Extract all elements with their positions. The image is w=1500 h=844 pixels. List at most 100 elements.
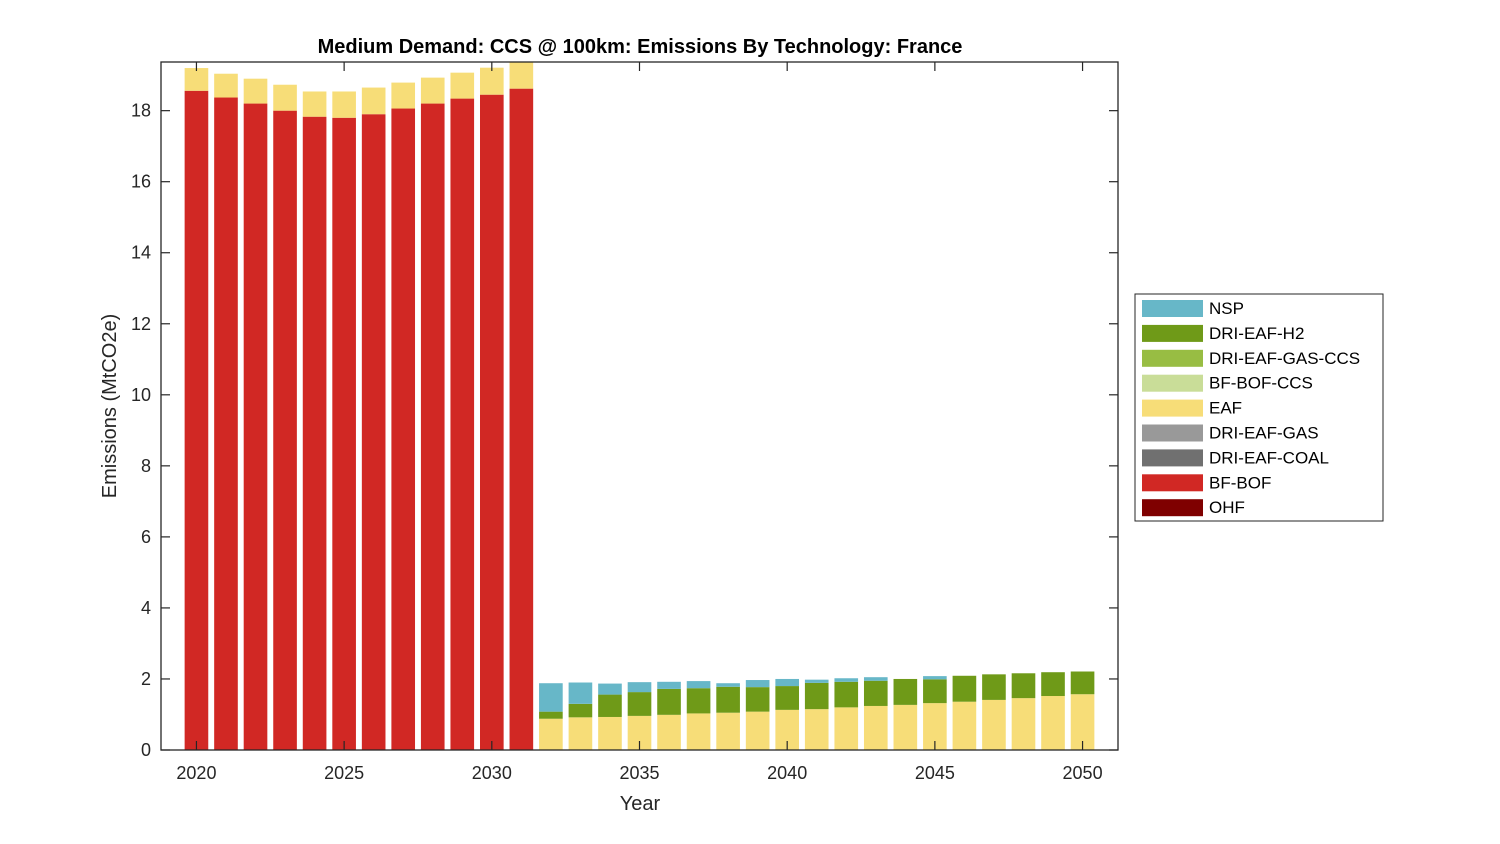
bar-nsp-2032 (539, 683, 563, 712)
bar-dri-eaf-h2-2041 (804, 682, 829, 710)
bar-eaf-2046 (952, 701, 977, 750)
bar-eaf-2048 (1011, 698, 1036, 750)
bar-eaf-2021 (214, 73, 238, 98)
legend-label: DRI-EAF-GAS-CCS (1209, 349, 1360, 368)
bar-eaf-2049 (1041, 696, 1065, 750)
x-tick-label: 2030 (472, 763, 512, 783)
y-tick-label: 2 (141, 669, 151, 689)
legend-swatch (1142, 300, 1203, 317)
bar-eaf-2024 (302, 91, 327, 117)
y-axis-label: Emissions (MtCO2e) (99, 314, 121, 498)
legend-label: BF-BOF-CCS (1209, 374, 1313, 393)
bar-nsp-2035 (627, 682, 652, 693)
legend-item-bf-bof: BF-BOF (1142, 473, 1271, 492)
bar-nsp-2041 (804, 679, 829, 683)
bar-nsp-2045 (923, 676, 947, 680)
bar-nsp-2036 (657, 681, 681, 689)
bar-dri-eaf-h2-2043 (863, 680, 888, 706)
bar-dri-eaf-h2-2038 (716, 686, 740, 713)
bar-dri-eaf-h2-2042 (834, 681, 859, 708)
bar-dri-eaf-h2-2047 (982, 674, 1006, 700)
bar-eaf-2031 (509, 62, 534, 89)
bar-eaf-2040 (775, 709, 799, 750)
bar-eaf-2041 (804, 709, 829, 750)
legend-item-dri-eaf-coal: DRI-EAF-COAL (1142, 448, 1329, 467)
bar-nsp-2033 (568, 682, 593, 704)
bar-dri-eaf-h2-2034 (598, 694, 622, 717)
y-tick-label: 16 (131, 172, 151, 192)
x-axis-label: Year (620, 793, 661, 815)
bar-eaf-2030 (480, 67, 504, 95)
legend-swatch (1142, 424, 1203, 442)
bar-nsp-2042 (834, 678, 859, 682)
bar-nsp-2040 (775, 678, 799, 687)
bar-bf-bof-2023 (273, 110, 297, 750)
legend-label: DRI-EAF-GAS (1209, 424, 1319, 443)
legend-label: EAF (1209, 399, 1242, 418)
legend-item-bf-bof-ccs: BF-BOF-CCS (1142, 374, 1313, 393)
x-tick-label: 2035 (619, 763, 659, 783)
bar-dri-eaf-h2-2035 (627, 692, 652, 716)
x-tick-label: 2025 (324, 763, 364, 783)
y-tick-label: 6 (141, 527, 151, 547)
x-tick-label: 2045 (915, 763, 955, 783)
legend-swatch (1142, 399, 1203, 417)
y-tick-label: 14 (131, 243, 151, 263)
bar-eaf-2028 (420, 77, 445, 104)
bar-dri-eaf-h2-2049 (1041, 672, 1065, 697)
y-tick-label: 8 (141, 456, 151, 476)
bar-dri-eaf-h2-2046 (952, 675, 977, 702)
bar-eaf-2032 (539, 718, 563, 750)
legend-item-eaf: EAF (1142, 399, 1242, 418)
bar-eaf-2027 (391, 82, 416, 109)
chart-title: Medium Demand: CCS @ 100km: Emissions By… (318, 36, 963, 58)
legend-item-dri-eaf-gas-ccs: DRI-EAF-GAS-CCS (1142, 349, 1360, 368)
y-tick-label: 12 (131, 314, 151, 334)
bar-bf-bof-2026 (361, 114, 386, 750)
bar-bf-bof-2027 (391, 108, 416, 750)
legend-label: NSP (1209, 299, 1244, 318)
bar-eaf-2039 (745, 711, 770, 750)
bar-dri-eaf-h2-2050 (1070, 671, 1095, 695)
legend-swatch (1142, 324, 1203, 342)
legend-item-dri-eaf-gas: DRI-EAF-GAS (1142, 424, 1319, 443)
x-tick-label: 2020 (176, 763, 216, 783)
bar-eaf-2035 (627, 715, 652, 750)
bar-dri-eaf-h2-2032 (539, 711, 563, 719)
bar-eaf-2037 (686, 713, 711, 750)
bar-bf-bof-2020 (184, 90, 209, 750)
bar-eaf-2050 (1070, 694, 1095, 750)
legend-item-nsp: NSP (1142, 299, 1244, 318)
bar-bf-bof-2028 (420, 103, 445, 750)
y-tick-label: 10 (131, 385, 151, 405)
axes-group: 0 2 4 6 8 10 12 14 16 18 2020 2025 2030 2035 2040 2045 2… (131, 61, 1119, 783)
bar-eaf-2033 (568, 717, 593, 750)
legend-item-ohf: OHF (1142, 498, 1245, 517)
bar-bf-bof-2030 (480, 94, 504, 751)
bar-bf-bof-2031 (509, 88, 534, 750)
legend-swatch (1142, 449, 1203, 467)
legend-swatch (1142, 474, 1203, 492)
bar-eaf-2044 (893, 704, 918, 750)
bar-bf-bof-2029 (450, 98, 475, 750)
legend-label: OHF (1209, 498, 1245, 517)
legend: NSP DRI-EAF-H2 DRI-EAF-GAS-CCS BF-BOF-CCS EA… (1134, 293, 1384, 522)
bar-dri-eaf-h2-2033 (568, 703, 593, 718)
legend-label: DRI-EAF-H2 (1209, 324, 1304, 343)
bar-eaf-2034 (598, 716, 622, 750)
bar-dri-eaf-h2-2039 (745, 687, 770, 712)
bar-eaf-2045 (923, 703, 947, 750)
bar-bf-bof-2024 (302, 116, 327, 750)
bar-nsp-2039 (745, 680, 770, 688)
bar-dri-eaf-h2-2040 (775, 686, 799, 710)
bars-group (184, 62, 1095, 751)
legend-swatch (1142, 374, 1203, 392)
bar-eaf-2042 (834, 707, 859, 750)
bar-bf-bof-2022 (243, 103, 268, 750)
bar-eaf-2026 (361, 87, 386, 115)
legend-swatch (1142, 499, 1203, 517)
bar-dri-eaf-h2-2037 (686, 688, 711, 714)
y-tick-label: 0 (141, 740, 151, 760)
bar-eaf-2038 (716, 712, 740, 750)
